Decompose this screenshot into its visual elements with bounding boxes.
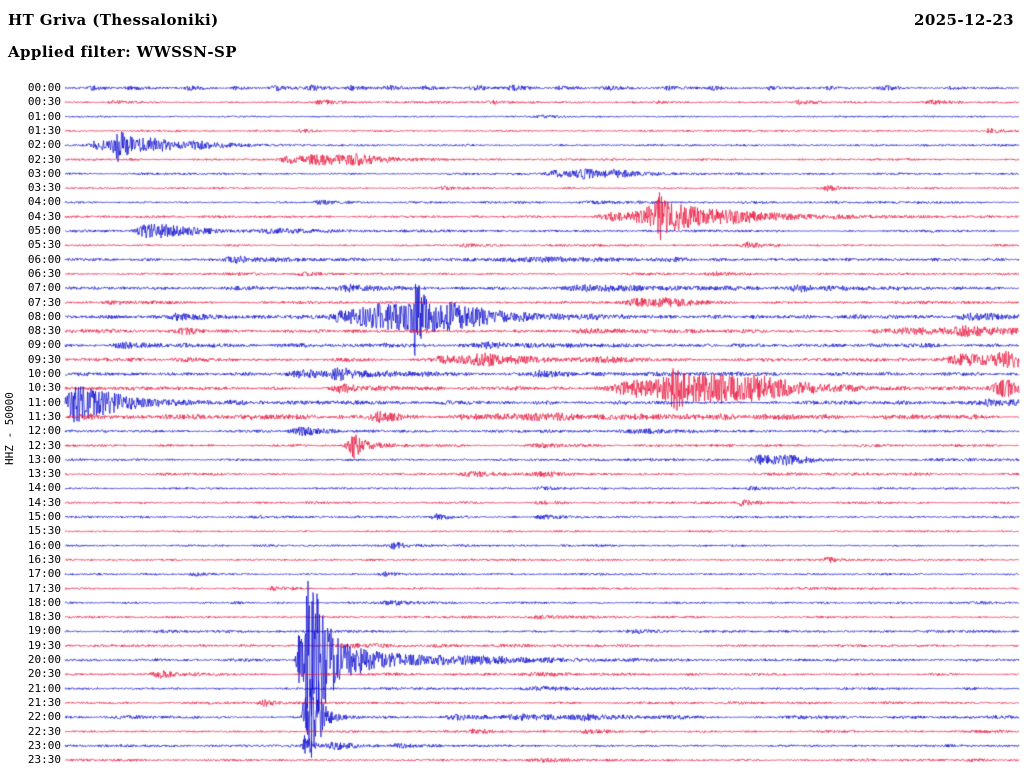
y-axis-label: HHZ - 50000 — [3, 392, 16, 465]
filter-label: Applied filter: WWSSN-SP — [8, 43, 237, 61]
date-label: 2025-12-23 — [914, 11, 1014, 29]
station-title: HT Griva (Thessaloniki) — [8, 11, 219, 29]
